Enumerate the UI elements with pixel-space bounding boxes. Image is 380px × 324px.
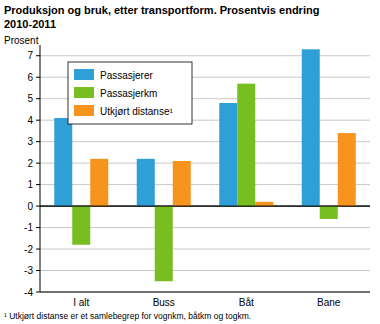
tick-label: 5 (27, 93, 33, 104)
bar (255, 202, 273, 206)
legend-swatch (74, 105, 94, 116)
bar (219, 103, 237, 206)
bar (237, 84, 255, 206)
tick-label: 2 (27, 158, 33, 169)
grid-line (40, 270, 370, 271)
grid-line (40, 249, 370, 250)
tick (36, 292, 40, 293)
tick-label: 6 (27, 72, 33, 83)
tick-label: 3 (27, 136, 33, 147)
category-label: Båt (239, 297, 254, 308)
tick (36, 270, 40, 271)
category-label: Bane (317, 297, 341, 308)
grid-line (40, 206, 370, 207)
legend-swatch (74, 69, 94, 80)
tick (36, 98, 40, 99)
grid-line (40, 292, 370, 293)
bar (320, 206, 338, 219)
bars (54, 49, 356, 281)
legend (68, 62, 192, 124)
tick (36, 163, 40, 164)
tick-label: 7 (27, 50, 33, 61)
tick (36, 55, 40, 56)
grid-line (40, 55, 370, 56)
category-label: Buss (153, 297, 175, 308)
tick-label: -3 (24, 265, 33, 276)
subtitle: 2010-2011 (4, 18, 56, 30)
x-axis (40, 292, 370, 293)
tick (36, 227, 40, 228)
tick-label: 1 (27, 179, 33, 190)
tick (36, 249, 40, 250)
title: Produksjon og bruk, etter transportform.… (4, 4, 319, 16)
tick (36, 141, 40, 142)
grid-line (40, 184, 370, 185)
legend-label: Passasjerkm (100, 88, 157, 99)
legend-label: Passasjerer (100, 70, 153, 81)
footnote: ¹ Utkjørt distanse er et samlebegrep for… (4, 311, 251, 321)
bar (90, 159, 108, 206)
tick-label: -1 (24, 222, 33, 233)
tick (36, 184, 40, 185)
tick-label: 0 (27, 201, 33, 212)
bar (155, 206, 173, 281)
tick (36, 120, 40, 121)
y-axis (40, 45, 41, 292)
bar (173, 161, 191, 206)
legend-swatch (74, 87, 94, 98)
tick-label: 4 (27, 115, 33, 126)
chart: Produksjon og bruk, etter transportform.… (0, 0, 380, 324)
tick (36, 206, 40, 207)
bar (302, 49, 320, 206)
grid-line (40, 141, 370, 142)
bar (338, 133, 356, 206)
grid-line (40, 163, 370, 164)
y-label: Prosent (4, 35, 39, 46)
bar (72, 206, 90, 245)
bar (54, 118, 72, 206)
tick-label: -2 (24, 244, 33, 255)
tick-label: -4 (24, 287, 33, 298)
zero-line (40, 206, 370, 207)
category-label: I alt (73, 297, 89, 308)
legend-label: Utkjørt distanse¹ (100, 106, 173, 117)
tick (36, 77, 40, 78)
bar (137, 159, 155, 206)
